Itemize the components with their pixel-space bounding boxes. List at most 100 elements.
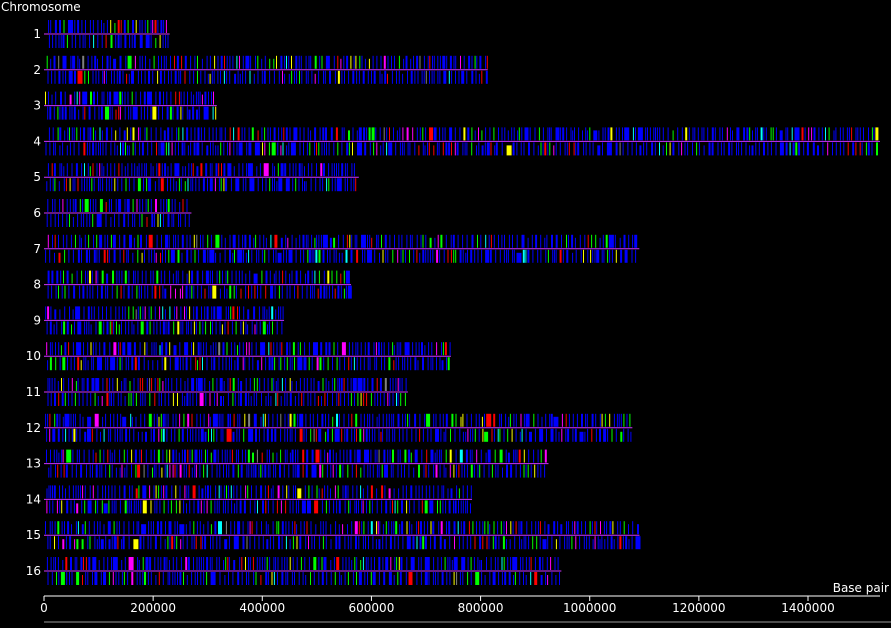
gene-feature	[425, 249, 427, 263]
gene-feature	[55, 285, 57, 299]
gene-feature	[262, 178, 263, 192]
gene-feature	[559, 572, 560, 585]
gene-feature	[384, 234, 387, 248]
gene-feature	[382, 142, 384, 156]
gene-feature	[276, 55, 277, 69]
gene-feature	[395, 357, 397, 371]
gene-feature	[114, 163, 116, 177]
gene-feature	[113, 91, 119, 105]
gene-feature	[528, 142, 530, 156]
gene-feature	[251, 521, 253, 535]
gene-feature	[368, 58, 370, 69]
gene-feature	[141, 449, 142, 463]
gene-feature	[75, 306, 81, 320]
gene-feature	[346, 428, 349, 442]
gene-feature	[441, 342, 442, 356]
gene-feature	[306, 142, 308, 156]
gene-feature	[59, 413, 61, 427]
gene-feature	[392, 378, 394, 391]
gene-feature	[98, 106, 100, 120]
gene-feature	[516, 449, 518, 463]
gene-feature	[140, 393, 142, 406]
gene-feature	[262, 413, 264, 427]
gene-feature	[592, 142, 594, 156]
gene-feature	[366, 500, 367, 514]
gene-feature	[196, 557, 198, 570]
gene-feature	[201, 306, 202, 320]
gene-feature	[124, 306, 126, 320]
gene-feature	[200, 536, 202, 550]
gene-feature	[96, 428, 98, 442]
gene-feature	[150, 20, 152, 33]
gene-feature	[155, 199, 157, 212]
gene-feature	[603, 428, 607, 442]
gene-feature	[348, 413, 350, 427]
gene-feature	[152, 360, 154, 371]
gene-feature	[322, 536, 324, 550]
gene-feature	[587, 249, 589, 263]
gene-feature	[142, 500, 147, 514]
gene-feature	[289, 127, 291, 141]
gene-feature	[288, 521, 290, 535]
gene-feature	[305, 428, 307, 442]
gene-feature	[146, 178, 148, 192]
gene-feature	[252, 464, 254, 478]
gene-feature	[515, 521, 517, 535]
gene-feature	[85, 20, 86, 33]
gene-feature	[358, 521, 360, 535]
gene-feature	[847, 142, 849, 156]
gene-feature	[209, 73, 211, 84]
gene-feature	[303, 378, 305, 391]
gene-feature	[347, 572, 349, 585]
gene-feature	[95, 142, 97, 156]
gene-feature	[308, 55, 310, 69]
gene-feature	[301, 163, 303, 177]
gene-feature	[528, 536, 530, 550]
gene-feature	[103, 166, 105, 177]
gene-feature	[310, 428, 312, 442]
gene-feature	[133, 428, 135, 442]
gene-feature	[839, 142, 841, 156]
gene-feature	[453, 557, 458, 570]
gene-feature	[610, 536, 613, 550]
gene-feature	[66, 270, 69, 284]
gene-feature	[89, 127, 92, 141]
gene-feature	[243, 306, 245, 320]
gene-feature	[450, 249, 452, 263]
gene-feature	[117, 20, 120, 33]
gene-feature	[150, 428, 152, 442]
gene-feature	[148, 178, 152, 192]
gene-feature	[92, 557, 97, 570]
gene-feature	[286, 557, 288, 570]
gene-feature	[47, 572, 49, 585]
gene-feature	[602, 234, 604, 248]
gene-feature	[253, 393, 255, 406]
gene-feature	[391, 413, 393, 427]
gene-feature	[56, 449, 58, 463]
gene-feature	[460, 55, 461, 69]
gene-feature	[504, 234, 505, 248]
gene-feature	[131, 321, 133, 335]
gene-feature	[529, 127, 531, 141]
gene-feature	[195, 306, 198, 320]
gene-feature	[458, 70, 460, 84]
gene-feature	[382, 524, 384, 535]
gene-feature	[537, 145, 539, 156]
gene-feature	[439, 536, 442, 550]
gene-feature	[211, 557, 213, 570]
gene-feature	[278, 70, 280, 84]
gene-feature	[347, 464, 349, 478]
gene-feature	[622, 536, 624, 550]
gene-feature	[93, 178, 95, 192]
gene-feature	[154, 306, 156, 320]
gene-feature	[551, 536, 553, 550]
gene-feature	[160, 199, 162, 212]
gene-feature	[218, 521, 222, 535]
gene-feature	[363, 428, 365, 442]
gene-feature	[529, 431, 532, 442]
gene-feature	[188, 214, 190, 227]
gene-feature	[169, 572, 171, 585]
gene-feature	[239, 557, 241, 570]
gene-feature	[449, 572, 451, 585]
gene-feature	[71, 572, 73, 585]
